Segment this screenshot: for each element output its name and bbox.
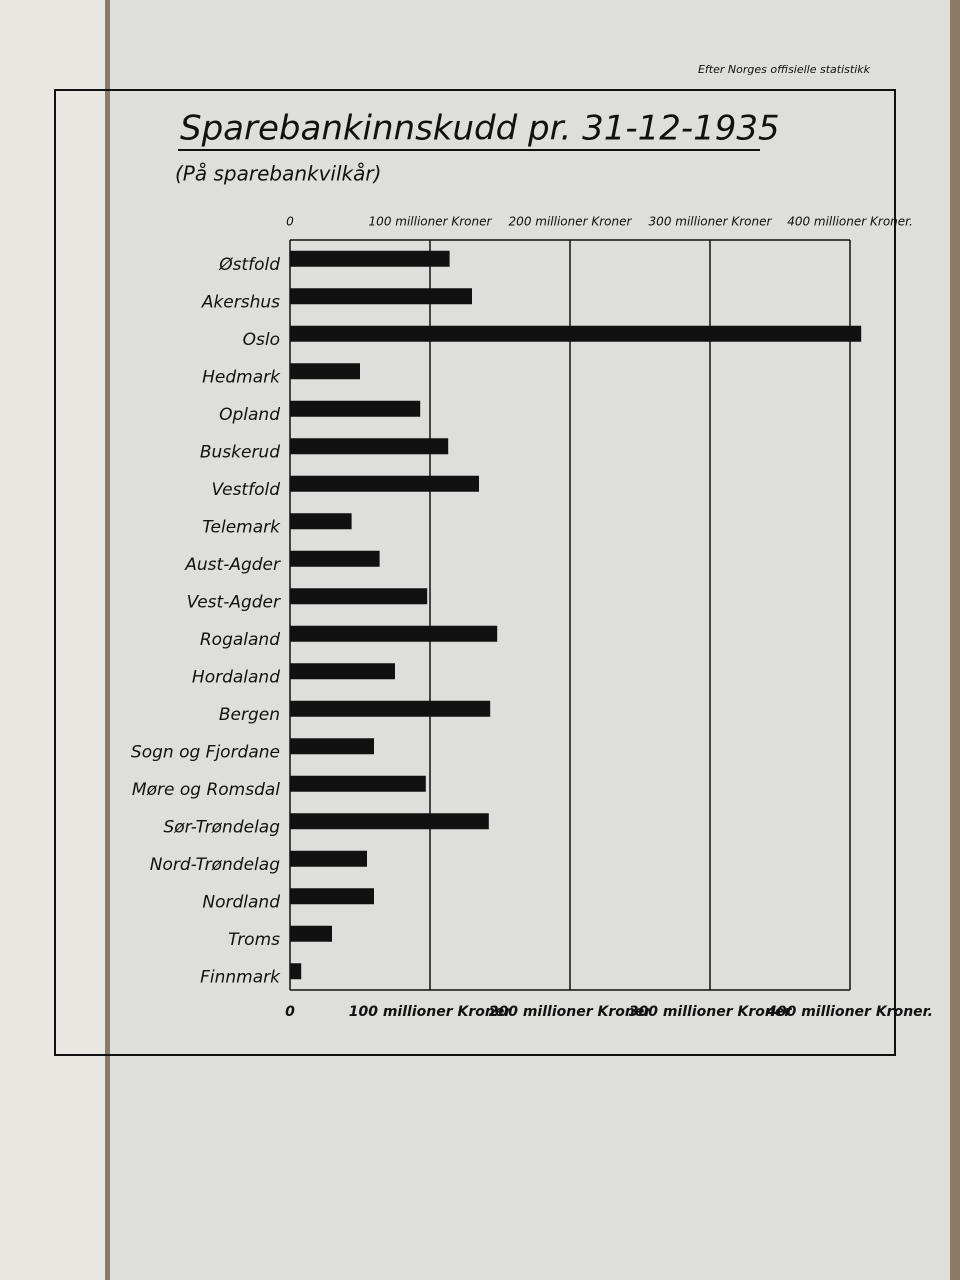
x-tick-label-bottom: 0 [285, 1004, 295, 1020]
category-label: Hordaland [192, 667, 280, 687]
category-label: Oslo [243, 330, 280, 350]
bar [290, 663, 395, 680]
category-label: Bergen [219, 705, 280, 725]
category-label: Hedmark [202, 367, 281, 387]
bar [290, 288, 472, 305]
x-tick-label-top: 0 [286, 215, 294, 229]
category-label: Rogaland [200, 630, 280, 650]
bar [290, 250, 450, 267]
category-label: Telemark [202, 517, 281, 537]
bar [290, 775, 426, 792]
x-tick-label-top: 300 millioner Kroner [649, 215, 773, 229]
category-label: Akershus [201, 292, 280, 312]
x-tick-label-bottom: 300 millioner Kroner [629, 1004, 793, 1020]
chart-subtitle: (På sparebankvilkår) [175, 162, 381, 186]
x-tick-label-top: 100 millioner Kroner [369, 215, 493, 229]
category-label: Vest-Agder [187, 592, 281, 612]
chart-title: Sparebankinnskudd pr. 31-12-1935 [180, 109, 780, 149]
bar [290, 963, 302, 980]
bar [290, 513, 352, 530]
bar [290, 700, 491, 717]
category-label: Opland [219, 405, 280, 425]
category-label: Nordland [202, 892, 280, 912]
chart-frame [54, 89, 896, 1056]
bar [290, 588, 428, 605]
bar [290, 813, 489, 830]
x-tick-label-bottom: 100 millioner Kroner [349, 1004, 513, 1020]
bar [290, 738, 374, 755]
x-tick-label-bottom: 200 millioner Kroner [489, 1004, 653, 1020]
category-label: Sør-Trøndelag [163, 817, 280, 837]
category-label: Østfold [218, 255, 280, 275]
bar [290, 550, 380, 567]
category-label: Buskerud [200, 442, 280, 462]
category-label: Aust-Agder [184, 555, 281, 575]
category-label: Sogn og Fjordane [131, 742, 280, 762]
bar [290, 325, 862, 342]
category-label: Vestfold [211, 480, 280, 500]
category-label: Nord-Trøndelag [150, 855, 280, 875]
x-tick-label-top: 400 millioner Kroner. [787, 215, 913, 229]
x-tick-label-top: 200 millioner Kroner [509, 215, 633, 229]
bar [290, 363, 360, 380]
bar [290, 925, 332, 942]
bar [290, 625, 498, 642]
category-label: Finnmark [200, 967, 281, 987]
category-label: Troms [228, 930, 280, 950]
book-page [110, 0, 950, 1280]
bar [290, 850, 367, 867]
category-label: Møre og Romsdal [132, 780, 280, 800]
bar [290, 475, 479, 492]
bar [290, 438, 449, 455]
source-note: Efter Norges offisielle statistikk [698, 63, 871, 76]
left-page [0, 0, 105, 1280]
bar [290, 400, 421, 417]
bar [290, 888, 374, 905]
x-tick-label-bottom: 400 millioner Kroner. [766, 1004, 933, 1020]
